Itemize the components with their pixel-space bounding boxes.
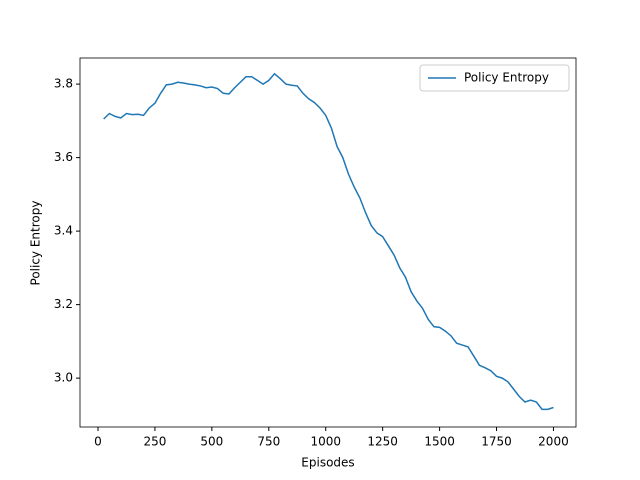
plot-frame [79, 57, 577, 428]
x-tick-label: 2000 [538, 435, 569, 449]
y-axis-label: Policy Entropy [29, 201, 43, 286]
y-tick-label: 3.6 [54, 150, 73, 164]
legend-box [419, 64, 570, 92]
x-tick-label: 0 [94, 435, 102, 449]
x-tick-label: 500 [200, 435, 223, 449]
y-tick-label: 3.4 [54, 224, 73, 238]
y-tick-label: 3.8 [54, 77, 73, 91]
x-tick-label: 750 [257, 435, 280, 449]
x-tick-label: 250 [143, 435, 166, 449]
data-line [103, 72, 554, 411]
x-axis-label: Episodes [301, 456, 354, 470]
x-tick-label: 1000 [310, 435, 341, 449]
legend-label: Policy Entropy [464, 71, 549, 85]
x-tick-label: 1750 [481, 435, 512, 449]
x-tick-label: 1500 [424, 435, 455, 449]
x-tick-label: 1250 [367, 435, 398, 449]
y-tick-label: 3.2 [54, 297, 73, 311]
y-tick-label: 3.0 [54, 371, 73, 385]
